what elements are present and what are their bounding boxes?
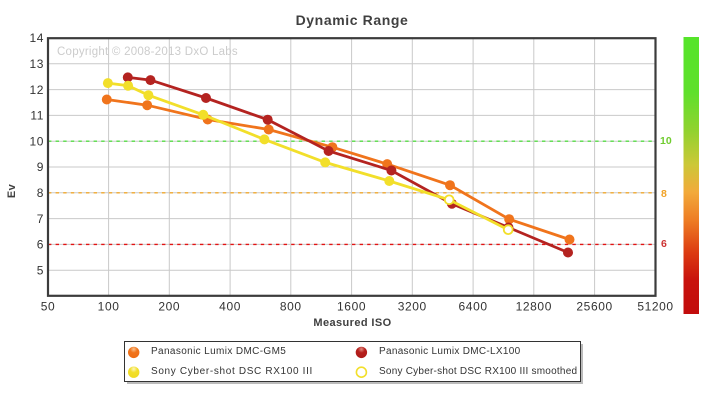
svg-text:9: 9	[37, 160, 44, 174]
svg-text:Sony Cyber-shot DSC RX100 III: Sony Cyber-shot DSC RX100 III smoothed	[379, 366, 577, 377]
svg-text:Measured ISO: Measured ISO	[313, 317, 391, 329]
svg-text:Dynamic Range: Dynamic Range	[296, 12, 409, 28]
svg-text:8: 8	[37, 186, 44, 200]
svg-text:400: 400	[219, 300, 241, 314]
svg-text:12800: 12800	[516, 300, 552, 314]
svg-text:50: 50	[41, 300, 56, 314]
svg-text:25600: 25600	[576, 300, 612, 314]
svg-text:100: 100	[98, 300, 120, 314]
svg-text:6400: 6400	[459, 300, 488, 314]
svg-text:6: 6	[661, 238, 667, 250]
svg-text:800: 800	[280, 300, 302, 314]
svg-text:12: 12	[29, 83, 44, 97]
svg-text:Panasonic Lumix DMC-LX100: Panasonic Lumix DMC-LX100	[379, 346, 521, 357]
svg-text:8: 8	[661, 188, 667, 200]
svg-text:10: 10	[29, 134, 44, 148]
svg-text:6: 6	[37, 238, 44, 252]
svg-text:14: 14	[29, 31, 44, 45]
svg-text:Panasonic Lumix DMC-GM5: Panasonic Lumix DMC-GM5	[151, 346, 286, 357]
svg-text:51200: 51200	[637, 300, 673, 314]
svg-text:Ev: Ev	[6, 183, 18, 198]
svg-text:Copyright © 2008-2013 DxO Labs: Copyright © 2008-2013 DxO Labs	[57, 46, 238, 58]
svg-text:11: 11	[30, 109, 44, 123]
svg-text:7: 7	[37, 212, 44, 226]
svg-text:3200: 3200	[398, 300, 427, 314]
svg-text:10: 10	[660, 135, 672, 147]
svg-text:13: 13	[29, 57, 44, 71]
svg-text:Sony Cyber-shot DSC RX100 III: Sony Cyber-shot DSC RX100 III	[151, 366, 313, 377]
svg-text:1600: 1600	[337, 300, 366, 314]
svg-text:5: 5	[37, 263, 44, 277]
svg-text:200: 200	[158, 300, 180, 314]
